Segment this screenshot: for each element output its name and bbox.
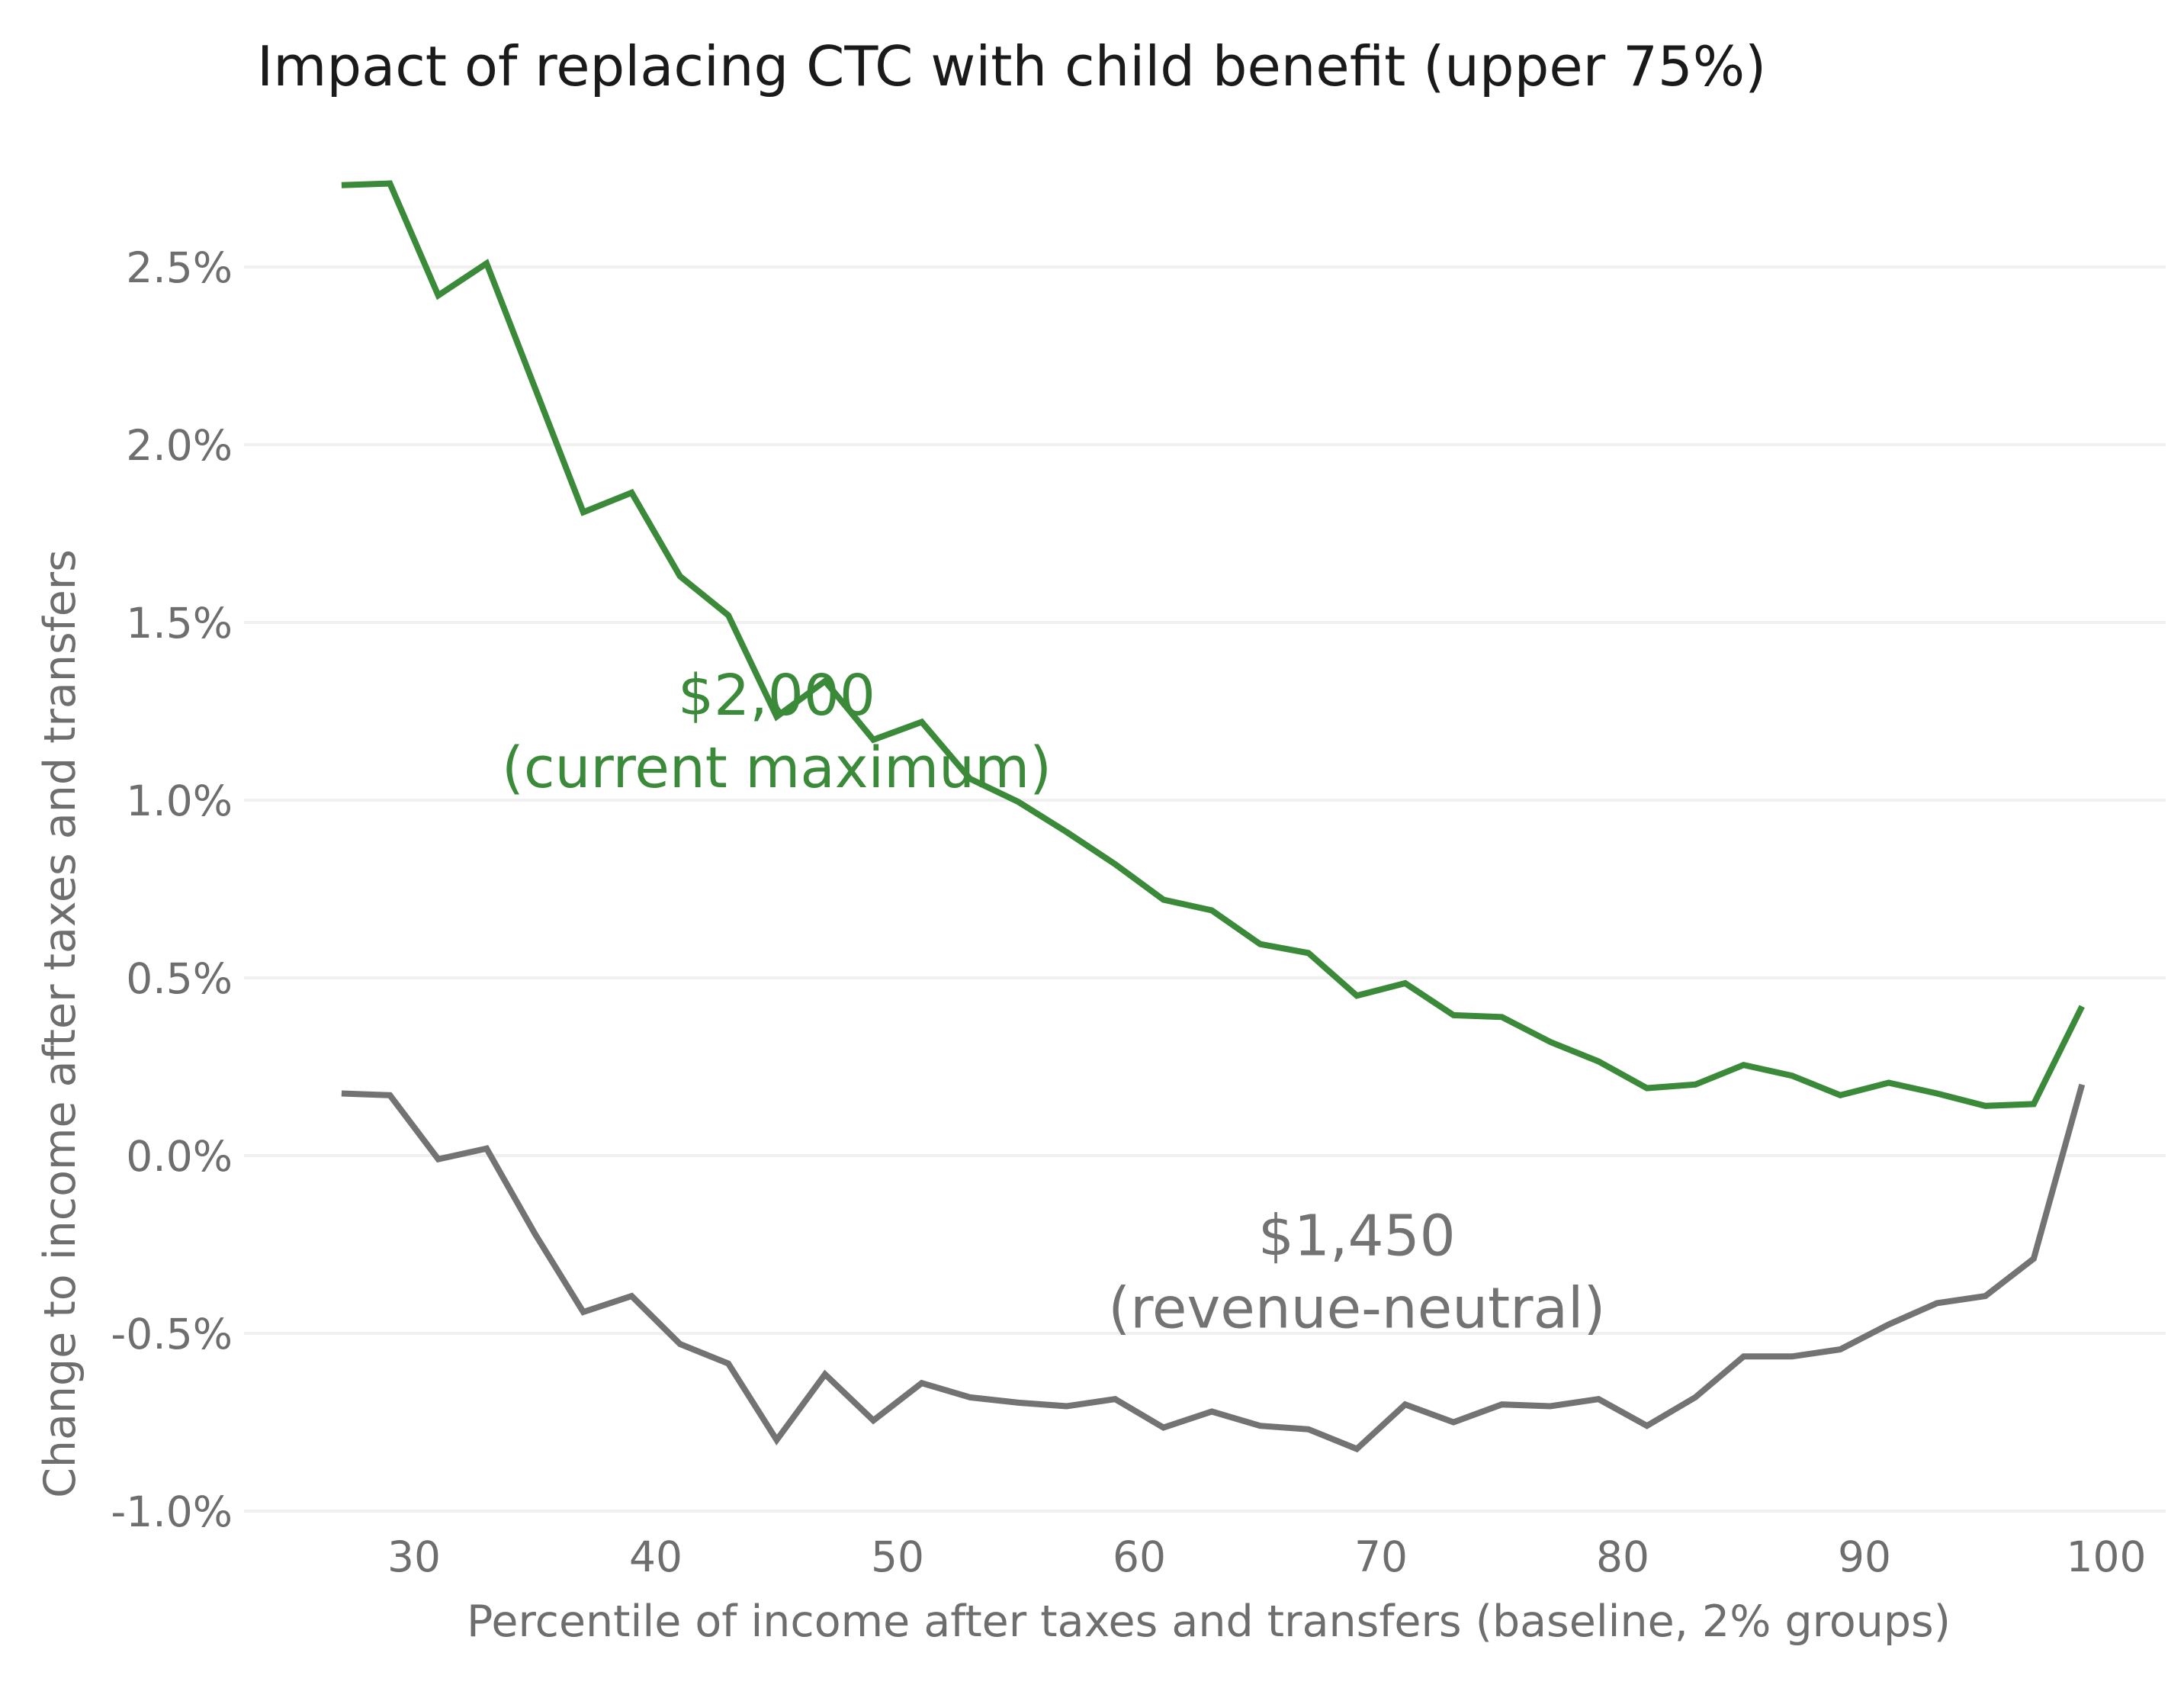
- x-tick-label: 40: [629, 1532, 682, 1581]
- series-lines: [341, 180, 2086, 1453]
- series-line-1: [341, 180, 2085, 1109]
- x-tick-label: 50: [871, 1532, 924, 1581]
- annotation-2-line-2: (revenue-neutral): [1108, 1275, 1605, 1341]
- y-tick-label: -0.5%: [111, 1310, 233, 1359]
- x-tick-label: 60: [1113, 1532, 1166, 1581]
- y-tick-label: 1.5%: [126, 599, 233, 648]
- x-tick-label: 90: [1838, 1532, 1891, 1581]
- y-tick-label: 0.0%: [126, 1132, 233, 1181]
- x-tick-label: 70: [1354, 1532, 1408, 1581]
- x-axis-ticks: 30 40 50 60 70 80 90 100: [387, 1532, 2146, 1581]
- x-axis-label: Percentile of income after taxes and tra…: [467, 1597, 1951, 1647]
- y-tick-label: -1.0%: [111, 1487, 233, 1536]
- chart-title: Impact of replacing CTC with child benef…: [257, 34, 1766, 98]
- x-tick-label: 100: [2067, 1532, 2147, 1581]
- series-annotations: $2,000 (current maximum) $1,450(revenue-ne…: [502, 663, 1605, 1341]
- gridlines: [244, 265, 2166, 1513]
- annotation-2-line-1: $1,450: [1258, 1203, 1456, 1269]
- annotation-1-line-1: $2,000: [678, 663, 875, 728]
- annotation-1-line-2: (current maximum): [502, 735, 1052, 801]
- y-axis-ticks: -1.0% -0.5% 0.0% 0.5% 1.0% 1.5% 2.0% 2.5%: [111, 243, 233, 1536]
- x-tick-label: 30: [387, 1532, 441, 1581]
- y-tick-label: 2.5%: [126, 243, 233, 292]
- y-axis-label: Change to income after taxes and transfe…: [35, 549, 85, 1498]
- x-tick-label: 80: [1596, 1532, 1649, 1581]
- y-tick-label: 1.0%: [126, 777, 233, 825]
- y-tick-label: 2.0%: [126, 421, 233, 470]
- series-line-2: [341, 1083, 2086, 1453]
- y-tick-label: 0.5%: [126, 954, 233, 1003]
